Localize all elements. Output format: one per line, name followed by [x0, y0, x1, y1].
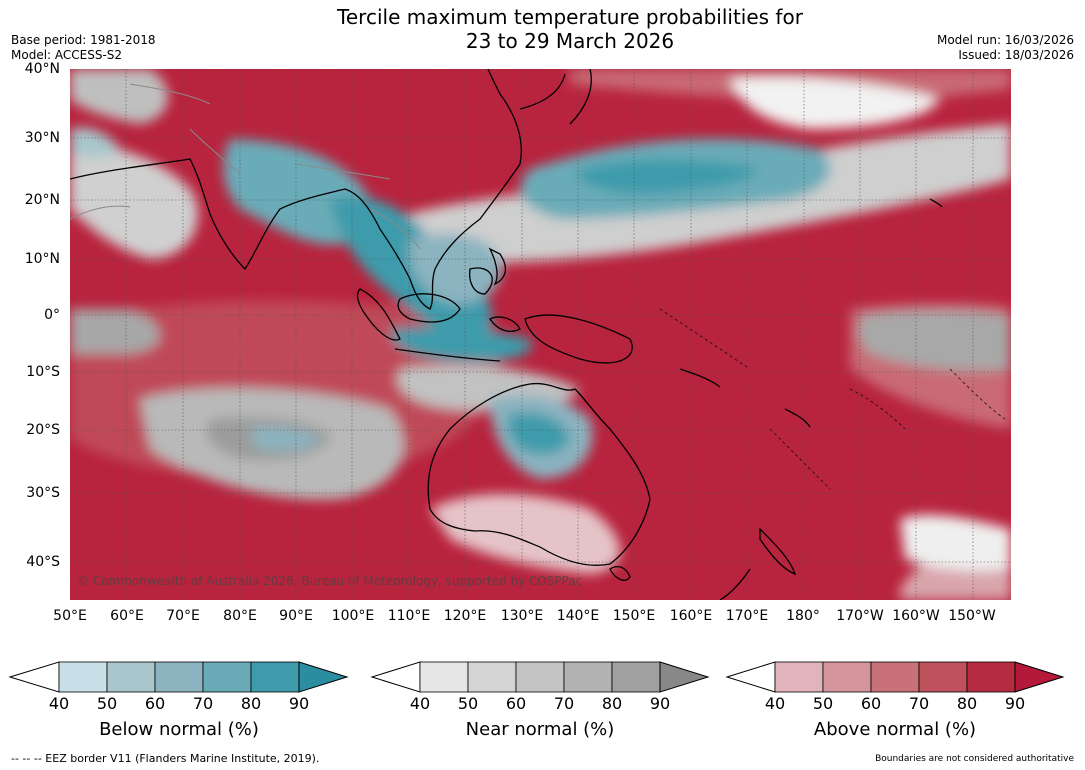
lon-label: 150°W	[948, 608, 996, 624]
lat-label: 10°S	[26, 364, 60, 380]
above-normal-title: Above normal (%)	[813, 719, 977, 740]
cb-arrow-high	[659, 661, 710, 693]
lon-label: 180°	[786, 608, 820, 624]
below-normal-title: Below normal (%)	[99, 719, 259, 740]
cb-segment	[611, 661, 661, 693]
map-title: Tercile maximum temperature probabilitie…	[270, 5, 870, 53]
cb-tick: 40	[48, 694, 70, 713]
cb-arrow-low	[725, 661, 776, 693]
coastlines	[70, 69, 943, 600]
cb-tick: 90	[288, 694, 310, 713]
lat-label: 30°S	[26, 485, 60, 501]
lon-label: 90°E	[279, 608, 313, 624]
boundaries-disclaimer: Boundaries are not considered authoritat…	[875, 754, 1074, 764]
cb-segment	[202, 661, 252, 693]
cb-segment	[918, 661, 968, 693]
above-normal-colorbar	[725, 661, 1065, 693]
cb-segment	[58, 661, 108, 693]
cb-tick: 80	[601, 694, 623, 713]
lon-label: 160°E	[669, 608, 713, 624]
near-normal-colorbar	[370, 661, 710, 693]
lat-label: 0°	[44, 307, 60, 323]
cb-tick: 70	[192, 694, 214, 713]
cb-arrow-low	[370, 661, 421, 693]
cb-tick: 40	[764, 694, 786, 713]
cb-tick: 60	[505, 694, 527, 713]
lat-label: 40°N	[24, 61, 60, 77]
lon-label: 110°E	[387, 608, 431, 624]
copyright-notice: © Commonwealth of Australia 2026, Bureau…	[77, 574, 583, 588]
lon-label: 80°E	[223, 608, 257, 624]
cb-tick: 70	[553, 694, 575, 713]
cb-tick: 40	[409, 694, 431, 713]
cb-tick: 80	[956, 694, 978, 713]
cb-segment	[774, 661, 824, 693]
cb-segment	[822, 661, 872, 693]
model-info: Base period: 1981-2018 Model: ACCESS-S2	[11, 33, 156, 63]
lon-label: 70°E	[166, 608, 200, 624]
lon-label: 140°E	[556, 608, 600, 624]
lon-label: 150°E	[612, 608, 656, 624]
title-line-2: 23 to 29 March 2026	[465, 29, 675, 53]
issued-date: Issued: 18/03/2026	[958, 48, 1074, 62]
cb-segment	[250, 661, 300, 693]
below-normal-colorbar	[8, 661, 349, 693]
lon-label: 60°E	[110, 608, 144, 624]
base-period: Base period: 1981-2018	[11, 33, 156, 47]
near-normal-title: Near normal (%)	[465, 719, 615, 740]
cb-tick: 60	[144, 694, 166, 713]
cb-segment	[515, 661, 565, 693]
cb-arrow-high	[298, 661, 349, 693]
map-canvas	[70, 69, 1011, 600]
lat-label: 20°N	[24, 192, 60, 208]
lat-label: 10°N	[24, 251, 60, 267]
cb-arrow-low	[8, 661, 60, 693]
model-run-date: Model run: 16/03/2026	[936, 33, 1074, 47]
lon-label: 120°E	[443, 608, 487, 624]
lon-label: 160°W	[892, 608, 940, 624]
title-line-1: Tercile maximum temperature probabilitie…	[337, 5, 803, 29]
lon-label: 170°W	[836, 608, 884, 624]
colorbar-legends	[8, 661, 1065, 693]
model-name: Model: ACCESS-S2	[11, 48, 123, 62]
lon-label: 130°E	[500, 608, 544, 624]
cb-tick: 50	[96, 694, 118, 713]
lat-label: 40°S	[26, 554, 60, 570]
cb-segment	[106, 661, 156, 693]
cb-arrow-high	[1014, 661, 1065, 693]
cb-tick: 50	[812, 694, 834, 713]
run-info: Model run: 16/03/2026 Issued: 18/03/2026	[937, 33, 1074, 63]
cb-tick: 90	[649, 694, 671, 713]
lon-label: 50°E	[53, 608, 87, 624]
cb-tick: 60	[860, 694, 882, 713]
country-borders	[70, 83, 421, 250]
cb-tick: 80	[240, 694, 262, 713]
cb-segment	[419, 661, 469, 693]
eez-borders	[659, 308, 1006, 490]
cb-segment	[154, 661, 204, 693]
cb-segment	[467, 661, 517, 693]
lat-label: 20°S	[26, 422, 60, 438]
cb-tick: 90	[1004, 694, 1026, 713]
probability-map	[70, 69, 1011, 600]
eez-source-note: -- -- -- EEZ border V11 (Flanders Marine…	[11, 752, 320, 765]
cb-tick: 70	[908, 694, 930, 713]
cb-segment	[870, 661, 920, 693]
lon-label: 170°E	[725, 608, 769, 624]
cb-segment	[563, 661, 613, 693]
lat-label: 30°N	[24, 130, 60, 146]
lon-label: 100°E	[331, 608, 375, 624]
cb-segment	[966, 661, 1016, 693]
cb-tick: 50	[457, 694, 479, 713]
near-normal-zone	[70, 309, 160, 354]
